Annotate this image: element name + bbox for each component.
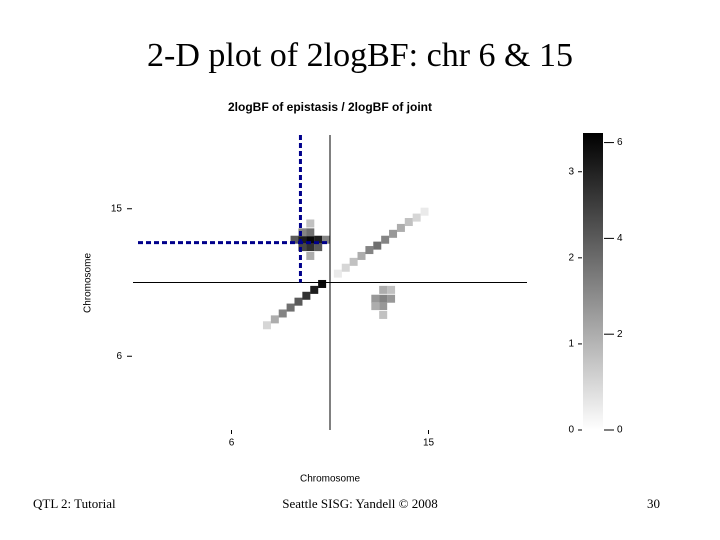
colorbar-tick-label: 1 — [568, 339, 574, 350]
heat-cell — [322, 235, 331, 244]
heat-cell — [310, 285, 319, 294]
heat-cell — [387, 285, 396, 294]
heat-cell — [306, 228, 315, 237]
heat-cell — [306, 235, 315, 244]
heat-cell — [371, 294, 380, 303]
heat-cell — [412, 213, 421, 222]
colorbar-tick-label: 6 — [617, 137, 623, 148]
heat-cell — [306, 251, 315, 260]
heat-cell — [381, 235, 390, 244]
heat-cell — [379, 294, 388, 303]
heat-cell — [379, 285, 388, 294]
heat-cell — [298, 243, 307, 252]
heat-cell — [294, 297, 303, 306]
heat-cell — [379, 302, 388, 311]
heat-cell — [298, 235, 307, 244]
heat-cell — [420, 207, 429, 216]
footer-left: QTL 2: Tutorial — [33, 496, 116, 511]
colorbar-tick-label: 0 — [568, 425, 574, 436]
colorbar-tick-label: 0 — [617, 425, 623, 436]
heat-cell — [371, 302, 380, 311]
heat-cell — [404, 218, 413, 227]
heat-cell — [387, 294, 396, 303]
colorbar-tick-label: 3 — [568, 166, 574, 177]
heat-cell — [270, 315, 279, 324]
heat-cell — [365, 246, 374, 255]
heat-cell — [314, 235, 323, 244]
heat-cell — [333, 269, 342, 278]
y-tick-label: 6 — [116, 351, 122, 362]
heat-cell — [396, 223, 405, 232]
heat-cell — [306, 219, 315, 228]
heat-cell — [298, 228, 307, 237]
heat-cell — [357, 251, 366, 260]
x-tick-label: 15 — [423, 438, 435, 449]
heat-cell — [286, 303, 295, 312]
y-tick-label: 15 — [111, 203, 123, 214]
x-axis-label: Chromosome — [300, 474, 360, 485]
x-tick-label: 6 — [229, 438, 235, 449]
heat-cell — [302, 291, 311, 300]
heat-cell — [373, 241, 382, 250]
heat-cell — [318, 279, 327, 288]
footer-right: 30 — [647, 496, 660, 511]
heat-cell — [349, 257, 358, 266]
heat-cell — [290, 235, 299, 244]
heat-cell — [389, 229, 398, 238]
colorbar-tick-label: 2 — [617, 329, 623, 340]
colorbar-tick-label: 2 — [568, 252, 574, 263]
heat-cell — [314, 243, 323, 252]
heat-cell — [379, 310, 388, 319]
heat-cell — [341, 263, 350, 272]
colorbar — [583, 133, 603, 430]
heat-cell — [306, 243, 315, 252]
heat-cell — [262, 321, 271, 330]
colorbar-tick-label: 4 — [617, 233, 623, 244]
chart-title: 2logBF of epistasis / 2logBF of joint — [228, 100, 432, 114]
y-axis-label: Chromosome — [83, 253, 94, 313]
heat-cell — [278, 309, 287, 318]
slide-title: 2-D plot of 2logBF: chr 6 & 15 — [147, 37, 573, 74]
footer-center: Seattle SISG: Yandell © 2008 — [282, 496, 437, 511]
